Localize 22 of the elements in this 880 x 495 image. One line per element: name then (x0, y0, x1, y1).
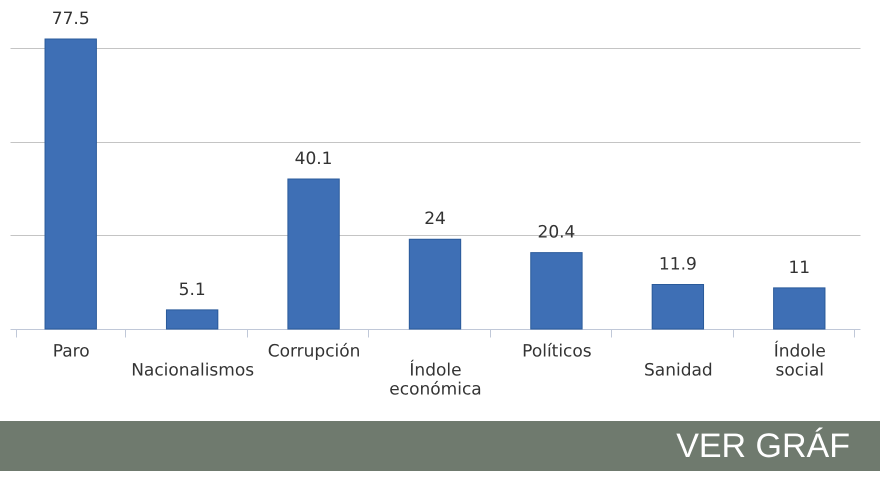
x-tick-label: Índole social (774, 340, 826, 380)
x-tick-label: Corrupción (268, 342, 360, 362)
x-tick-label: Políticos (522, 342, 592, 362)
bar (408, 238, 462, 330)
x-tick-label: Índole económica (389, 360, 482, 400)
data-label: 11.9 (658, 254, 697, 274)
x-tick-label: Sanidad (644, 360, 713, 380)
data-label: 24 (424, 209, 446, 230)
data-label: 5.1 (178, 280, 206, 300)
bar (530, 252, 583, 330)
data-label: 20.4 (538, 222, 576, 243)
data-label: 11 (788, 258, 810, 278)
bar (773, 287, 826, 330)
bar (652, 284, 704, 330)
bar (287, 178, 340, 330)
x-tick-label: Nacionalismos (131, 360, 254, 380)
bar (44, 38, 97, 330)
data-label: 77.5 (52, 9, 90, 29)
text: VER GRÁF (676, 426, 850, 466)
x-tick-label: Paro (52, 342, 90, 362)
bar (166, 309, 218, 330)
data-label: 40.1 (294, 148, 332, 169)
